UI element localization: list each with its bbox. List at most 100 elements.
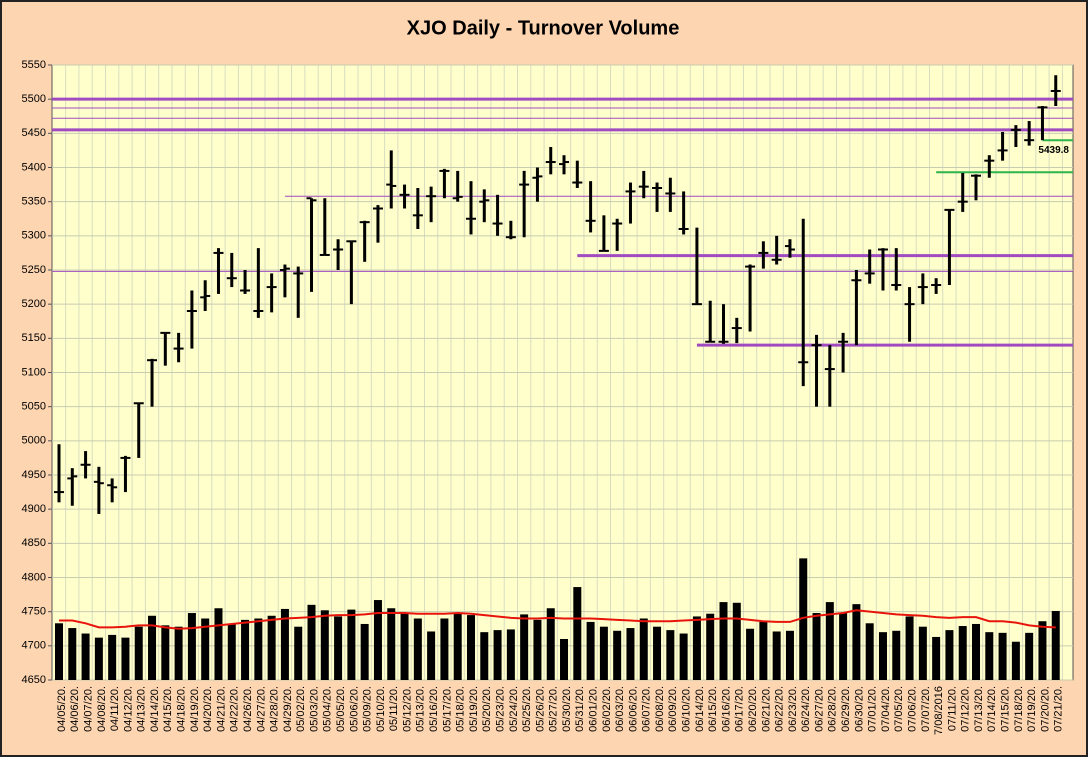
volume-bar (599, 626, 608, 680)
volume-bar (214, 608, 223, 680)
moving-average-line (59, 609, 1056, 630)
x-tick-label: 04/28/20. (269, 686, 281, 732)
x-tick-label: 06/07/20. (641, 686, 653, 732)
volume-bar (692, 616, 701, 680)
volume-bar (706, 613, 715, 680)
x-tick-label: 07/18/20. (1013, 686, 1025, 732)
x-tick-label: 05/02/20. (295, 686, 307, 732)
x-tick-label: 06/17/20. (734, 686, 746, 732)
y-tick-label: 5550 (22, 59, 46, 71)
x-tick-label: 07/07/20. (920, 686, 932, 732)
x-tick-label: 05/30/20. (561, 686, 573, 732)
x-tick-label: 07/11/20. (946, 686, 958, 731)
x-tick-label: 04/12/20. (122, 686, 134, 732)
x-tick-label: 06/20/20. (747, 686, 759, 732)
volume-bar (533, 619, 542, 680)
volume-bar (520, 614, 529, 680)
x-tick-label: 07/21/20. (1053, 686, 1065, 732)
x-tick-label: 07/04/20. (880, 686, 892, 732)
volume-bar (427, 631, 436, 680)
volume-bar (294, 626, 303, 680)
x-tick-label: 05/06/20. (348, 686, 360, 732)
volume-bar (81, 633, 90, 680)
volume-bar (918, 626, 927, 680)
volume-bar (759, 621, 768, 680)
volume-bar (347, 609, 356, 680)
volume-bar (945, 630, 954, 680)
volume-bar (94, 637, 103, 680)
x-tick-label: 05/27/20. (548, 686, 560, 732)
x-tick-label: 04/14/20. (149, 686, 161, 732)
volume-bar (506, 629, 515, 680)
y-tick-label: 5050 (22, 401, 46, 413)
volume-bar (1038, 621, 1047, 680)
x-tick-label: 04/11/20. (109, 686, 121, 731)
volume-bar (998, 632, 1007, 680)
y-tick-label: 5500 (22, 93, 46, 105)
y-tick-label: 5000 (22, 435, 46, 447)
x-tick-label: 04/27/20. (255, 686, 267, 732)
volume-bar (134, 626, 143, 680)
volume-bar (626, 628, 635, 680)
x-tick-label: 05/23/20. (494, 686, 506, 732)
x-tick-label: 05/10/20. (375, 686, 387, 732)
x-tick-label: 06/22/20. (774, 686, 786, 732)
volume-bar (108, 634, 117, 680)
x-tick-label: 07/13/20. (973, 686, 985, 732)
x-tick-label: 05/03/20. (308, 686, 320, 732)
x-tick-label: 05/26/20. (534, 686, 546, 732)
volume-bar (839, 613, 848, 680)
x-tick-label: 05/11/20. (388, 686, 400, 731)
volume-bar (746, 628, 755, 680)
y-tick-label: 5300 (22, 230, 46, 242)
y-tick-label: 5400 (22, 161, 46, 173)
x-tick-label: 04/08/20. (96, 686, 108, 732)
x-tick-label: 07/19/20. (1026, 686, 1038, 732)
x-tick-label: 05/09/20. (362, 686, 374, 732)
x-tick-label: 06/16/20. (720, 686, 732, 732)
x-tick-label: 04/21/20. (215, 686, 227, 732)
y-tick-label: 4750 (22, 606, 46, 618)
x-tick-label: 07/20/20. (1039, 686, 1051, 732)
x-tick-label: 06/02/20. (601, 686, 613, 732)
volume-bar (785, 630, 794, 680)
y-tick-label: 4700 (22, 640, 46, 652)
x-tick-label: 06/28/20. (827, 686, 839, 732)
volume-bar (187, 613, 196, 680)
x-tick-label: 04/06/20. (69, 686, 81, 732)
volume-bar (732, 602, 741, 680)
y-tick-label: 5200 (22, 298, 46, 310)
volume-bar (334, 616, 343, 680)
volume-bar (878, 632, 887, 680)
x-tick-label: 06/24/20. (800, 686, 812, 732)
volume-bar (1025, 632, 1034, 680)
x-tick-label: 06/29/20. (840, 686, 852, 732)
x-tick-label: 07/14/20. (986, 686, 998, 732)
x-tick-label: 04/22/20. (229, 686, 241, 732)
volume-bar (892, 630, 901, 680)
x-tick-label: 07/12/20. (960, 686, 972, 732)
x-tick-label: 06/08/20. (654, 686, 666, 732)
y-tick-label: 5100 (22, 366, 46, 378)
volume-bar (254, 618, 263, 680)
x-tick-label: 07/15/20. (999, 686, 1011, 732)
volume-bar (466, 615, 475, 680)
volume-bar (972, 623, 981, 680)
volume-bar (55, 623, 63, 680)
volume-bar (905, 616, 914, 680)
volume-bar (1051, 610, 1060, 680)
x-tick-label: 05/20/20. (481, 686, 493, 732)
y-tick-label: 5150 (22, 332, 46, 344)
volume-bar (360, 623, 369, 680)
volume-bar (148, 615, 157, 680)
x-tick-label: 06/23/20. (787, 686, 799, 732)
volume-bar (320, 610, 329, 680)
volume-bar (307, 604, 316, 680)
x-tick-label: 07/06/20. (906, 686, 918, 732)
x-tick-label: 05/04/20. (322, 686, 334, 732)
y-tick-label: 5350 (22, 196, 46, 208)
x-tick-label: 06/03/20. (614, 686, 626, 732)
x-tick-label: 04/13/20. (136, 686, 148, 732)
volume-bar (68, 628, 77, 680)
